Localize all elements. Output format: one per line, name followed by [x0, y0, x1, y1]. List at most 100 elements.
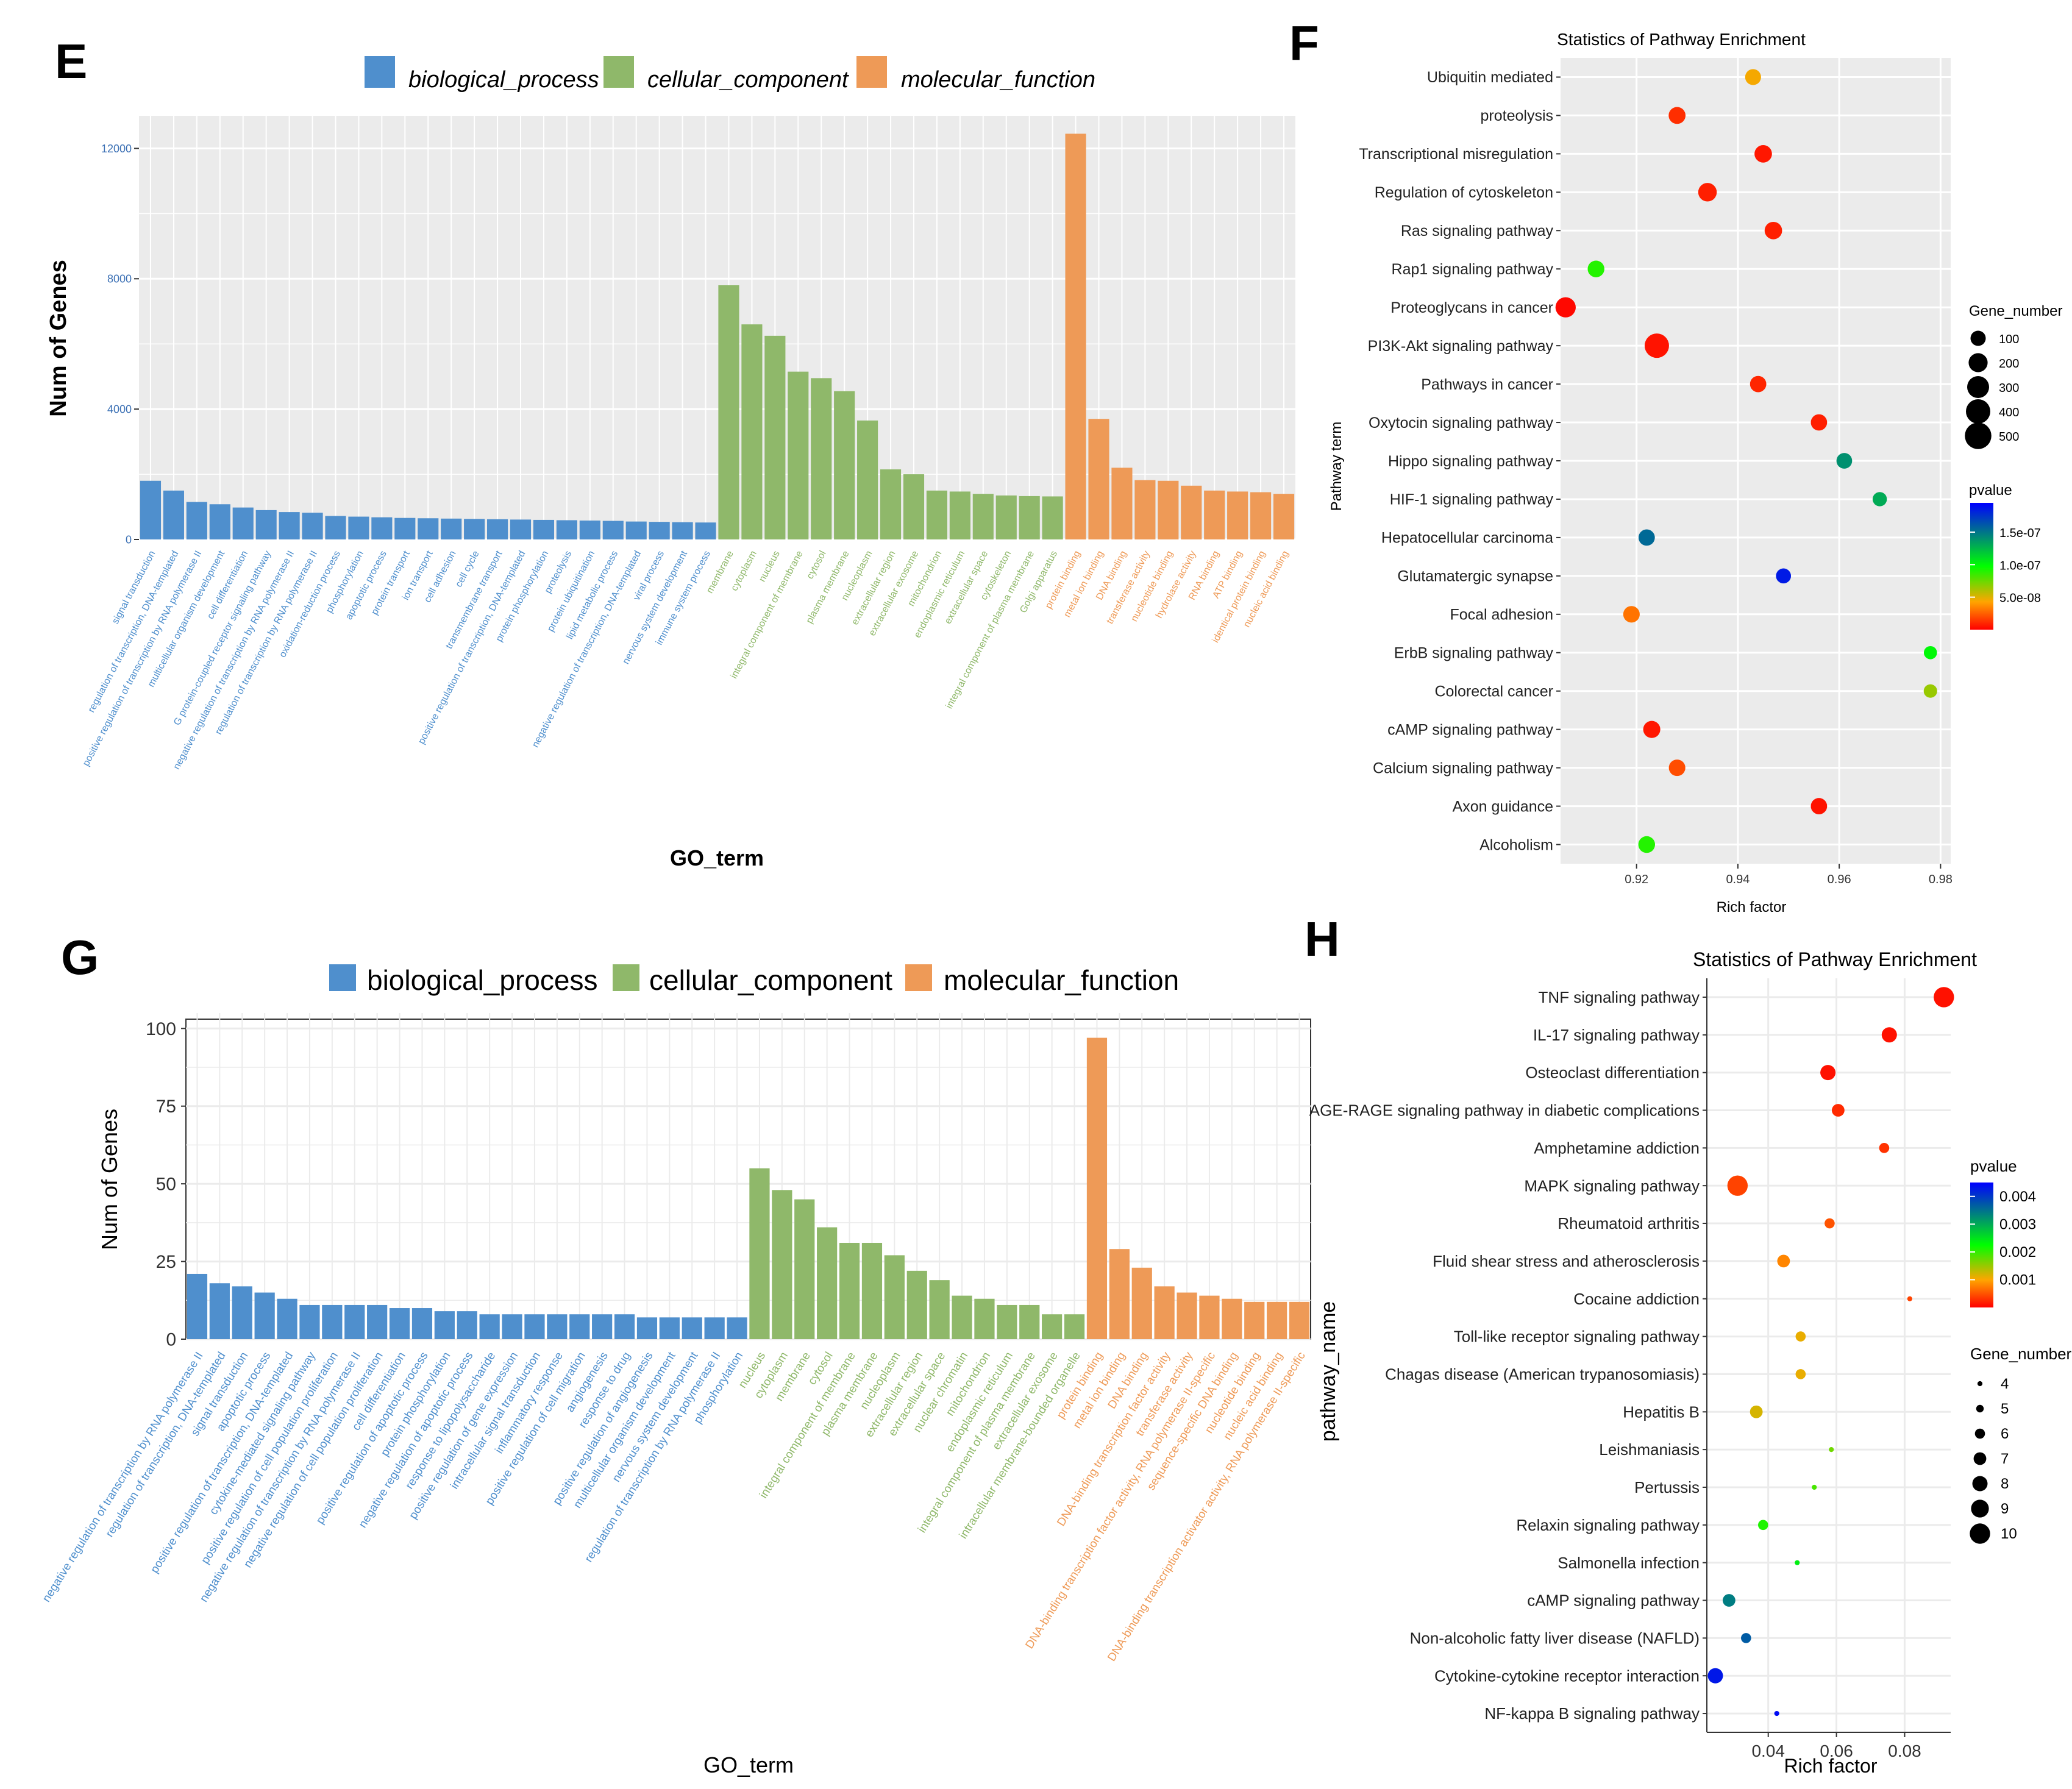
bar-e-2 [186, 502, 207, 539]
y-tick-label-f-14: Focal adhesion [1450, 606, 1553, 624]
y-tick-label-h-9: Toll-like receptor signaling pathway [1454, 1328, 1700, 1346]
size-legend-label-h-2: 6 [2001, 1426, 2009, 1442]
bar-e-12 [418, 518, 439, 539]
x-tick-label-e-36: extracellular space [943, 549, 991, 626]
chart-title-h: Statistics of Pathway Enrichment [1693, 948, 1977, 970]
size-legend-label-h-6: 10 [2001, 1526, 2017, 1542]
bar-e-39 [1042, 496, 1063, 539]
bar-g-3 [254, 1292, 275, 1339]
color-bar-f [1970, 503, 1993, 630]
bar-g-9 [389, 1308, 410, 1339]
bar-e-6 [279, 512, 300, 539]
y-tick-label-h-2: Osteoclast differentiation [1525, 1064, 1700, 1082]
point-h-18 [1707, 1668, 1723, 1684]
y-axis-label-e: Num of Genes [46, 260, 71, 417]
size-legend-label-f-4: 500 [1999, 430, 2019, 444]
color-legend-label-h-0: 0.004 [1999, 1189, 2036, 1205]
x-axis-label-e: GO_term [670, 845, 764, 870]
bar-e-45 [1181, 485, 1202, 539]
bar-g-47 [1244, 1301, 1265, 1339]
y-tick-label-g-4: 100 [146, 1019, 176, 1039]
legend-e-label-mf: molecular_function [901, 67, 1095, 93]
point-f-18 [1668, 759, 1686, 777]
point-f-3 [1698, 183, 1717, 202]
point-f-2 [1754, 145, 1772, 163]
color-legend-title-h: pvalue [1970, 1157, 2017, 1175]
point-h-1 [1881, 1027, 1897, 1043]
point-h-17 [1741, 1633, 1751, 1643]
point-f-13 [1776, 568, 1792, 584]
bar-e-40 [1065, 133, 1086, 540]
bar-g-33 [929, 1280, 950, 1339]
bar-g-11 [434, 1311, 455, 1339]
bar-e-41 [1088, 419, 1109, 539]
size-legend-dot-f-4 [1965, 422, 1992, 449]
point-f-10 [1836, 453, 1853, 469]
bar-e-22 [649, 522, 670, 539]
point-h-14 [1758, 1520, 1768, 1531]
color-legend-h: pvalue 0.004 0.003 0.002 0.001 [1970, 1157, 2036, 1307]
bar-e-15 [486, 519, 508, 539]
bar-e-48 [1250, 492, 1272, 539]
point-h-10 [1795, 1369, 1806, 1379]
y-axis-label-g: Num of Genes [97, 1109, 122, 1250]
point-h-11 [1750, 1405, 1763, 1418]
bar-e-8 [325, 516, 346, 539]
y-tick-label-h-5: MAPK signaling pathway [1524, 1176, 1700, 1195]
y-tick-label-e-2: 8000 [107, 273, 132, 285]
bar-g-43 [1154, 1286, 1175, 1339]
bar-g-29 [839, 1242, 860, 1339]
y-tick-label-f-5: Rap1 signaling pathway [1392, 261, 1554, 278]
bar-g-18 [592, 1314, 613, 1339]
panel-f-bubble-chart: Statistics of Pathway Enrichment Ubiquit… [1328, 30, 2062, 916]
point-f-5 [1587, 260, 1604, 277]
point-h-3 [1831, 1104, 1845, 1117]
color-legend-f: pvalue 1.5e-07 1.0e-07 5.0e-08 [1969, 482, 2041, 630]
bar-e-44 [1158, 480, 1179, 539]
point-f-16 [1923, 684, 1937, 698]
bar-g-44 [1177, 1292, 1197, 1339]
legend-g-swatch-mf [905, 964, 932, 991]
point-f-8 [1750, 375, 1767, 393]
size-legend-dot-f-0 [1970, 330, 1986, 346]
y-tick-label-h-1: IL-17 signaling pathway [1533, 1026, 1700, 1044]
bar-e-4 [232, 507, 254, 539]
size-legend-f: Gene_number 100 200 300 400 500 [1965, 303, 2062, 449]
y-tick-label-f-0: Ubiquitin mediated [1427, 69, 1553, 86]
y-axis-label-f: Pathway term [1328, 422, 1345, 511]
y-tick-label-f-11: HIF-1 signaling pathway [1390, 491, 1554, 508]
legend-e-label-bp: biological_process [408, 67, 599, 93]
bar-g-0 [187, 1273, 208, 1339]
size-legend-title-f: Gene_number [1969, 303, 2062, 319]
y-tick-label-e-3: 12000 [101, 143, 132, 155]
y-tick-label-g-1: 25 [156, 1252, 176, 1272]
color-legend-label-h-2: 0.002 [1999, 1244, 2036, 1261]
bar-g-32 [906, 1270, 927, 1339]
bar-g-48 [1267, 1301, 1287, 1339]
size-legend-label-f-1: 200 [1999, 357, 2019, 371]
y-tick-label-f-4: Ras signaling pathway [1401, 222, 1554, 240]
point-h-15 [1795, 1560, 1800, 1565]
point-f-20 [1638, 836, 1656, 853]
bar-g-35 [974, 1298, 995, 1339]
bar-e-31 [857, 420, 878, 539]
panel-letter-f: F [1289, 16, 1319, 70]
x-tick-label-g-0: negative regulation of transcription by … [40, 1350, 206, 1605]
color-legend-label-f-1: 1.0e-07 [1999, 559, 2041, 572]
x-tick-label-h-1: 0.06 [1820, 1741, 1853, 1760]
point-f-4 [1764, 221, 1782, 240]
legend-g: biological_process cellular_component mo… [329, 964, 1179, 996]
y-tick-label-f-13: Glutamatergic synapse [1397, 568, 1553, 585]
bar-e-17 [533, 519, 555, 539]
bar-e-36 [972, 494, 994, 539]
y-tick-label-h-7: Fluid shear stress and atherosclerosis [1433, 1252, 1700, 1270]
bar-e-20 [602, 521, 624, 539]
bar-e-43 [1134, 480, 1156, 539]
bar-e-35 [949, 491, 970, 539]
y-tick-label-f-3: Regulation of cytoskeleton [1375, 184, 1553, 201]
bar-e-33 [903, 474, 925, 539]
bar-g-49 [1289, 1301, 1310, 1339]
point-h-9 [1795, 1331, 1806, 1342]
bar-e-26 [741, 324, 763, 539]
legend-e-label-cc: cellular_component [647, 67, 849, 93]
